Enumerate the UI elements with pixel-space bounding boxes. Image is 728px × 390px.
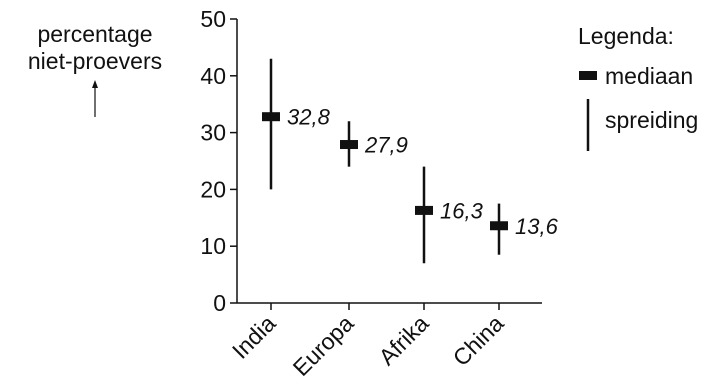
y-axis-ticks: 0 10 20 30 40 50 [200,6,237,316]
legend-median-swatch [579,71,597,80]
median-marker-china [490,221,508,231]
x-axis-ticks: India Europa Afrika China [227,303,509,381]
legend-median-label: mediaan [605,63,693,89]
y-tick-label-0: 0 [213,290,226,316]
y-axis-label-arrow [92,80,98,117]
median-marker-india [262,112,280,122]
x-tick-label-china: China [448,310,509,371]
legend-range-label: spreiding [605,107,698,133]
median-marker-europa [340,140,358,150]
y-tick-label-2: 20 [200,176,226,202]
median-marker-afrika [415,205,433,215]
y-tick-label-4: 40 [200,63,226,89]
median-label-china: 13,6 [515,214,559,239]
x-tick-label-afrika: Afrika [374,310,434,370]
y-tick-label-3: 30 [200,120,226,146]
y-tick-label-5: 50 [200,6,226,32]
y-tick-label-1: 10 [200,233,226,259]
plot-area: 32,8 27,9 16,3 13,6 [262,58,559,264]
median-label-afrika: 16,3 [440,198,484,223]
x-tick-label-europa: Europa [288,310,359,381]
y-axis-label-line-2: niet-proevers [28,48,162,74]
x-tick-label-india: India [227,310,281,364]
median-label-india: 32,8 [287,105,331,130]
axes [236,19,542,304]
legend-title: Legenda: [578,23,674,49]
y-axis-label-line-1: percentage [37,21,152,47]
median-label-europa: 27,9 [364,133,408,158]
legend: Legenda: mediaan spreiding [578,23,698,151]
